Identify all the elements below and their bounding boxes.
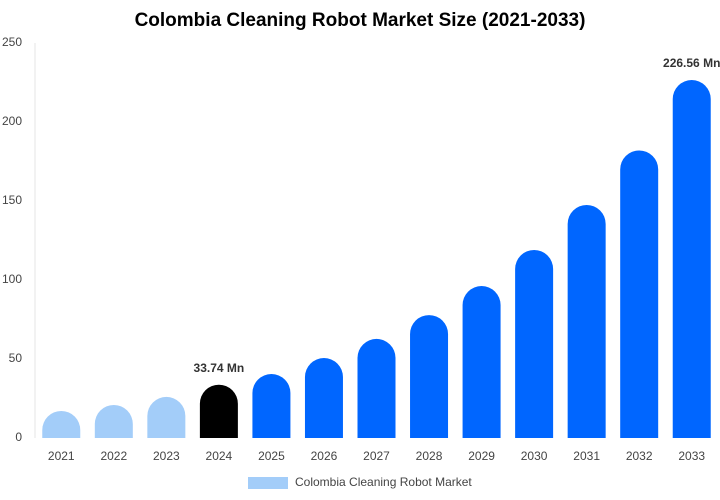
x-tick-label: 2028 [416, 449, 443, 463]
x-tick-label: 2029 [468, 449, 495, 463]
x-tick-label: 2026 [311, 449, 338, 463]
y-tick-label: 0 [15, 430, 22, 444]
bar [515, 249, 554, 438]
x-tick-label: 2032 [626, 449, 653, 463]
x-tick-label: 2021 [48, 449, 75, 463]
bar [462, 286, 501, 438]
bar [357, 338, 396, 438]
y-tick-label: 250 [2, 35, 22, 49]
bar [672, 80, 711, 438]
bar [252, 374, 291, 438]
x-tick-label: 2027 [363, 449, 390, 463]
chart-title: Colombia Cleaning Robot Market Size (202… [135, 10, 586, 31]
bar [94, 404, 133, 438]
y-tick-label: 50 [9, 351, 23, 365]
bar [304, 358, 343, 438]
bar [42, 410, 81, 438]
data-label: 226.56 Mn [663, 56, 720, 70]
bar [567, 204, 606, 438]
x-tick-label: 2022 [100, 449, 127, 463]
x-tick-label: 2024 [206, 449, 233, 463]
bar [410, 315, 449, 438]
x-tick-label: 2030 [521, 449, 548, 463]
bar [199, 384, 238, 438]
x-tick-label: 2023 [153, 449, 180, 463]
y-tick-label: 200 [2, 114, 22, 128]
y-tick-label: 150 [2, 193, 22, 207]
legend-label: Colombia Cleaning Robot Market [295, 475, 472, 489]
data-label: 33.74 Mn [194, 361, 245, 375]
legend-swatch [248, 477, 288, 489]
bar [147, 396, 186, 438]
bar [620, 150, 659, 439]
y-tick-label: 100 [2, 272, 22, 286]
x-tick-label: 2031 [573, 449, 600, 463]
x-tick-label: 2033 [678, 449, 705, 463]
x-tick-label: 2025 [258, 449, 285, 463]
